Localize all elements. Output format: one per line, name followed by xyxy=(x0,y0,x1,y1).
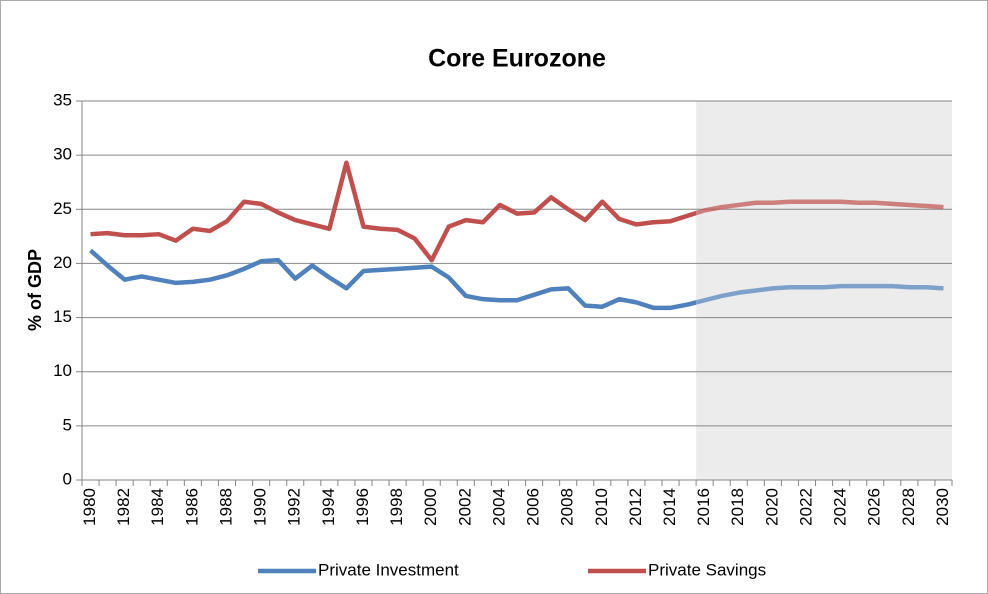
x-tick-label: 1996 xyxy=(353,488,372,526)
chart-title: Core Eurozone xyxy=(428,45,606,73)
y-tick-label: 35 xyxy=(53,90,72,109)
y-tick-label: 30 xyxy=(53,145,72,164)
legend-label: Private Investment xyxy=(318,560,459,579)
x-tick-label: 1998 xyxy=(387,488,406,526)
y-tick-label: 25 xyxy=(53,199,72,218)
x-tick-label: 1988 xyxy=(216,488,235,526)
x-tick-label: 1992 xyxy=(285,488,304,526)
x-tick-label: 2020 xyxy=(762,488,781,526)
series-line xyxy=(89,248,944,311)
x-tick-label: 1984 xyxy=(148,488,167,526)
x-tick-label: 2000 xyxy=(421,488,440,526)
x-tick-label: 2018 xyxy=(728,488,747,526)
x-tick-label: 1994 xyxy=(319,488,338,526)
x-tick-label: 2008 xyxy=(558,488,577,526)
y-tick-label: 20 xyxy=(53,253,72,272)
y-tick-label: 0 xyxy=(63,469,72,488)
y-tick-label: 5 xyxy=(63,415,72,434)
x-tick-label: 2002 xyxy=(455,488,474,526)
plot-area: 0 5 10 15 20 25 30 35 1980 1982 1984 1986 1988 1990 19… xyxy=(53,90,953,526)
x-tick-label: 2016 xyxy=(694,488,713,526)
x-tick-label: 1980 xyxy=(80,488,99,526)
x-tick-label: 1990 xyxy=(251,488,270,526)
x-tick-label: 2024 xyxy=(831,488,850,526)
x-tick-label: 2004 xyxy=(489,488,508,526)
x-tick-label: 1986 xyxy=(182,488,201,526)
x-tick-label: 2028 xyxy=(899,488,918,526)
x-tick-label: 2022 xyxy=(796,488,815,526)
y-tick-label: 15 xyxy=(53,307,72,326)
shaded-region xyxy=(696,101,952,480)
x-tick-label: 1982 xyxy=(114,488,133,526)
x-tick-label: 2012 xyxy=(626,488,645,526)
x-tick-label: 2010 xyxy=(592,488,611,526)
y-axis-label: % of GDP xyxy=(25,249,45,331)
legend-label: Private Savings xyxy=(648,560,766,579)
x-tick-label: 2006 xyxy=(524,488,543,526)
y-tick-label: 10 xyxy=(53,361,72,380)
x-tick-label: 2026 xyxy=(865,488,884,526)
x-tick-label: 2030 xyxy=(933,488,952,526)
x-tick-label: 2014 xyxy=(660,488,679,526)
series-line xyxy=(90,160,944,263)
